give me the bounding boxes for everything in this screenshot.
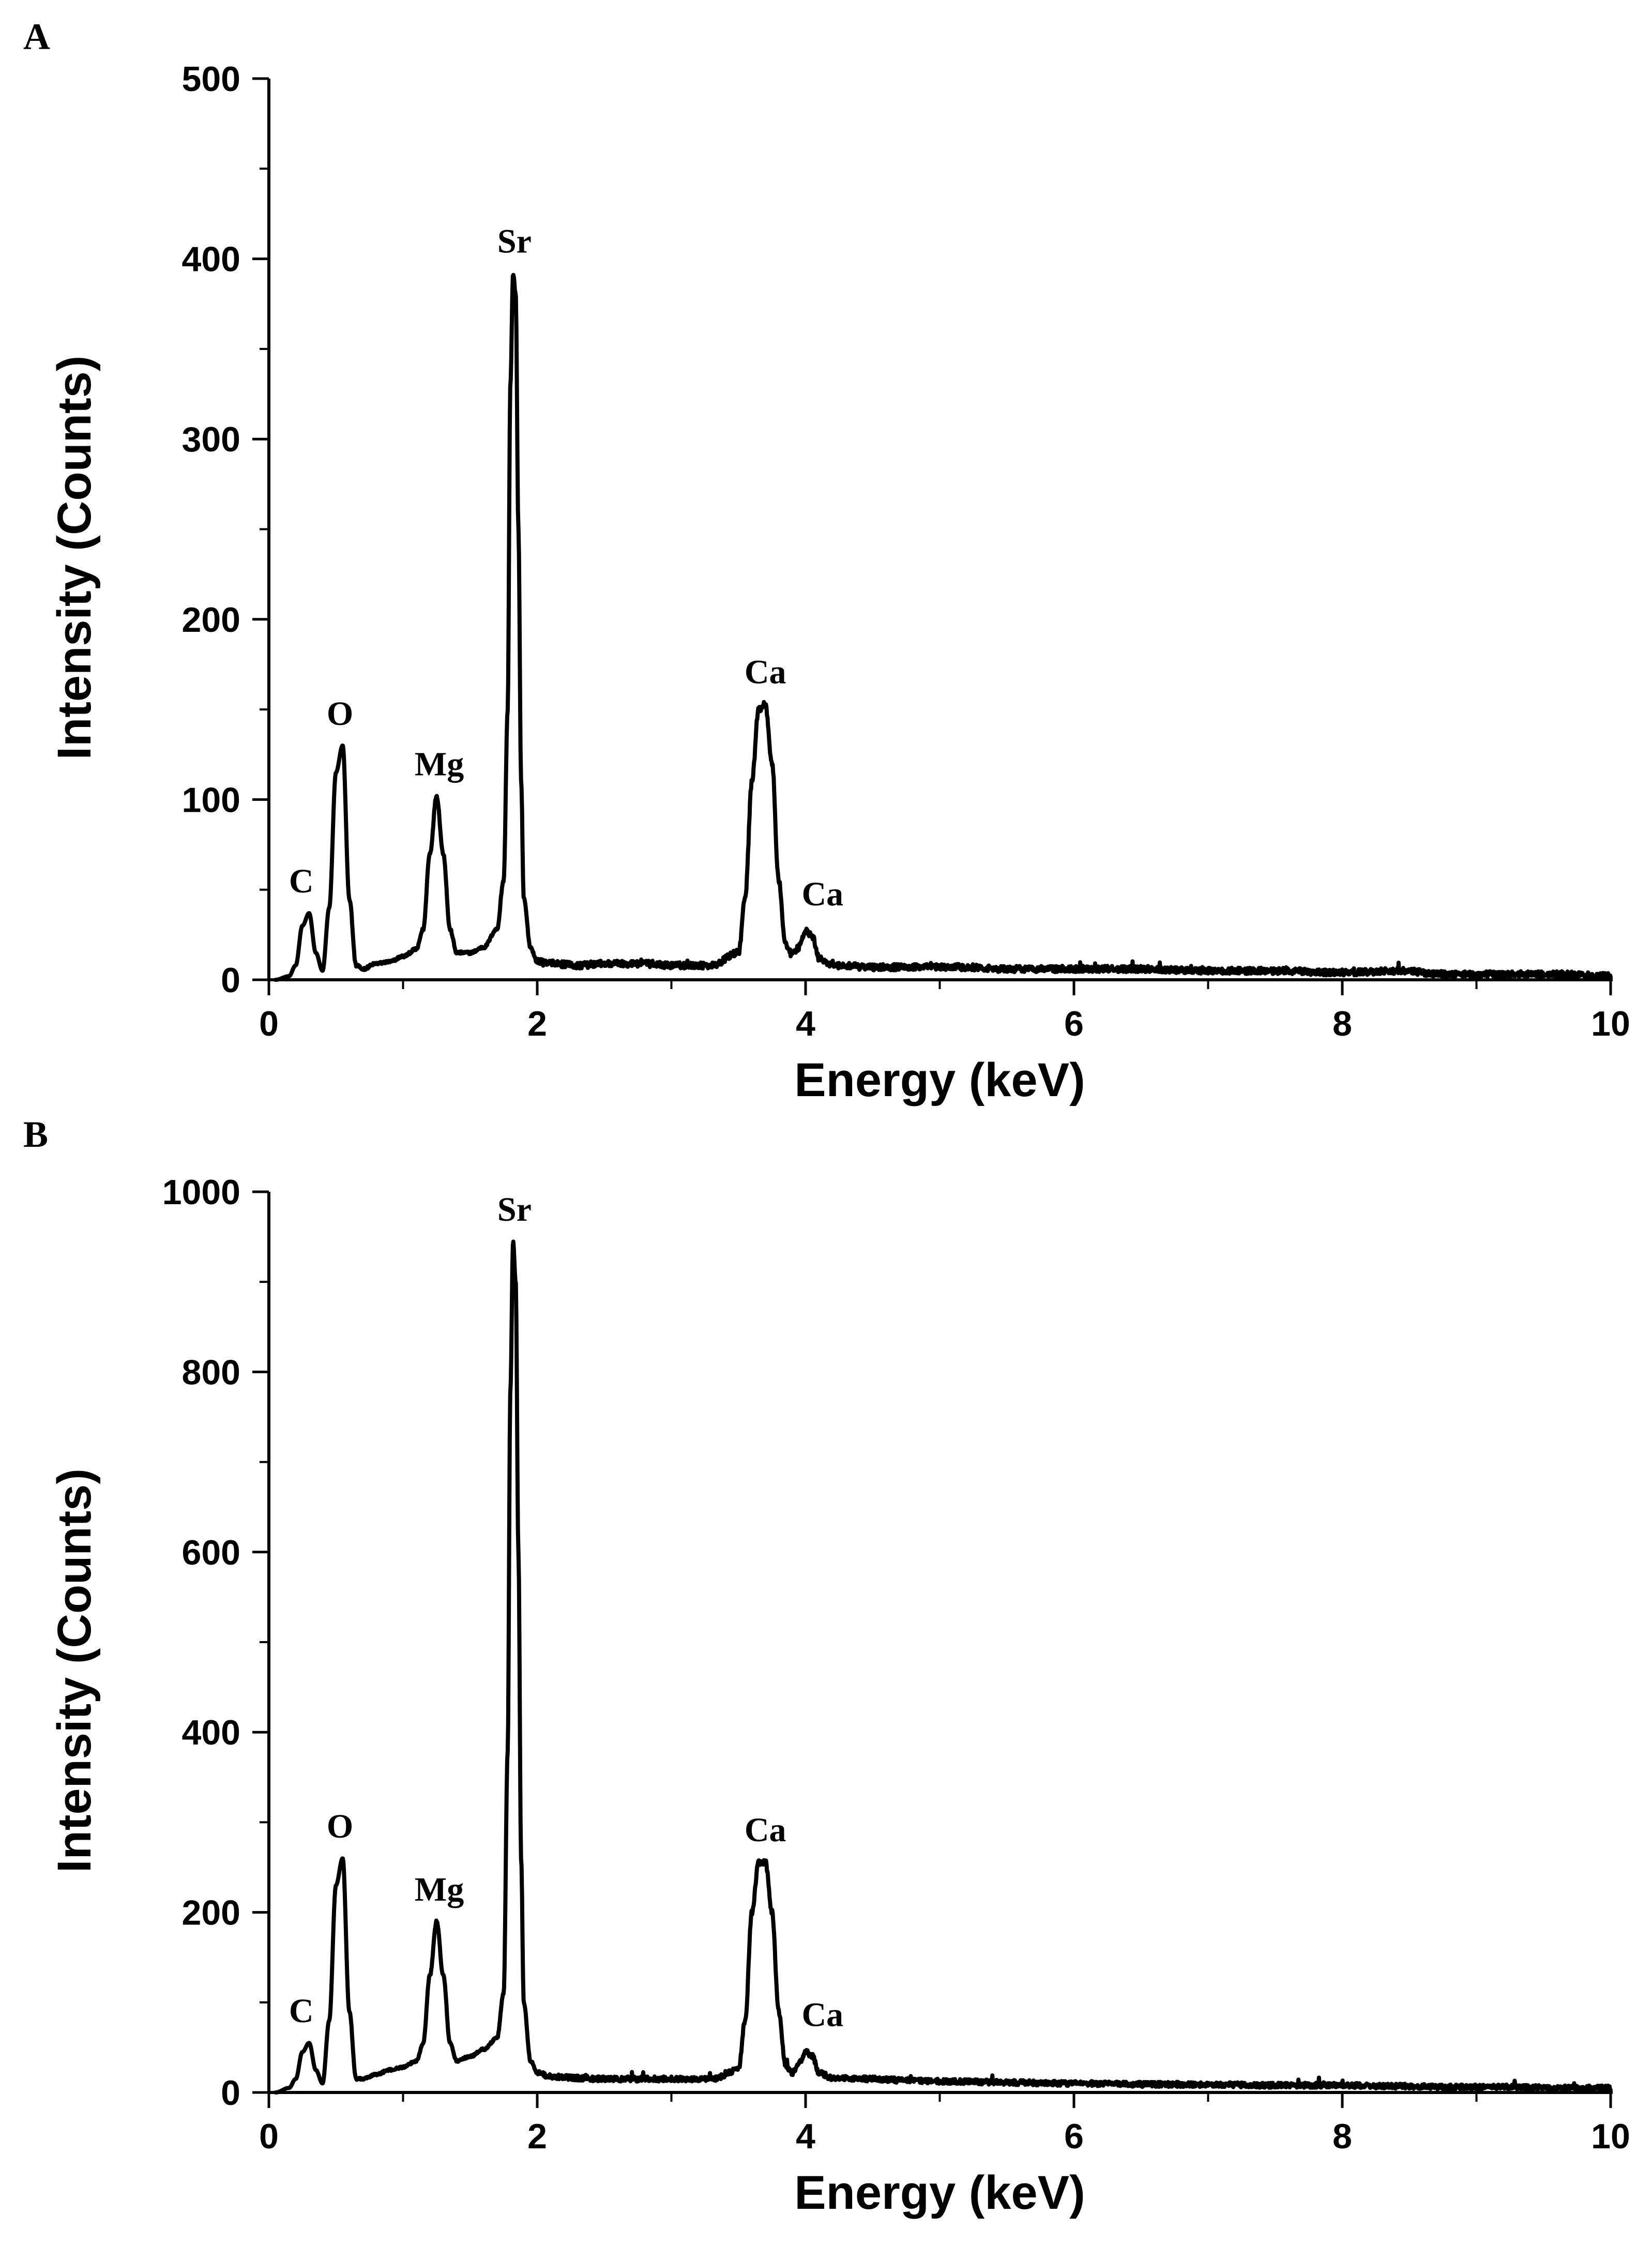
x-tick-label: 10 [1591,1004,1630,1043]
y-tick-label: 100 [182,780,240,820]
y-tick-label: 1000 [162,1173,240,1212]
peak-label-ca: Ca [801,1996,843,2034]
x-tick-label: 4 [796,2117,815,2156]
x-tick-label: 6 [1064,1004,1084,1043]
y-tick-label: 0 [221,961,240,1000]
peak-label-c: C [289,1992,314,2030]
spectrum-line [274,1239,1613,2095]
y-tick-label: 800 [182,1353,240,1392]
chart-panel-b: B 0 200 400 600 800 1000 0 2 4 6 8 10 Energy (keV) Int… [23,1114,1630,2219]
peak-label-ca: Ca [801,875,843,913]
peak-label-o: O [327,1808,353,1845]
x-tick-label: 0 [259,1004,279,1043]
peak-label-mg: Mg [415,745,464,783]
x-tick-label: 0 [259,2117,279,2156]
y-tick-label: 500 [182,59,240,99]
x-tick-label: 10 [1591,2117,1630,2156]
x-axis-title: Energy (keV) [794,2166,1085,2219]
chart-panel-a: A 0 100 200 300 400 500 0 2 4 6 8 10 Energy (keV) Inte… [23,16,1630,1106]
x-tick-label: 6 [1064,2117,1084,2156]
x-tick-label: 2 [527,1004,547,1043]
peak-label-sr: Sr [497,222,532,260]
y-tick-label: 0 [221,2073,240,2113]
peak-label-c: C [289,862,314,900]
y-tick-label: 200 [182,600,240,640]
peak-label-mg: Mg [415,1871,464,1908]
peak-label-sr: Sr [497,1191,532,1228]
y-axis-title: Intensity (Counts) [48,356,101,760]
panel-letter: B [23,1114,48,1155]
y-axis-title: Intensity (Counts) [48,1468,101,1873]
x-tick-label: 2 [527,2117,547,2156]
x-tick-label: 8 [1332,2117,1352,2156]
y-tick-label: 300 [182,420,240,459]
y-tick-label: 400 [182,240,240,279]
y-tick-label: 600 [182,1533,240,1572]
panel-letter: A [23,16,50,57]
y-tick-label: 200 [182,1893,240,1933]
peak-label-ca: Ca [745,1811,786,1849]
peak-label-ca: Ca [745,654,786,691]
peak-label-o: O [327,695,353,733]
x-tick-label: 4 [796,1004,815,1043]
x-tick-label: 8 [1332,1004,1352,1043]
spectrum-line [274,272,1613,982]
y-tick-label: 400 [182,1713,240,1752]
x-axis-title: Energy (keV) [794,1054,1085,1106]
